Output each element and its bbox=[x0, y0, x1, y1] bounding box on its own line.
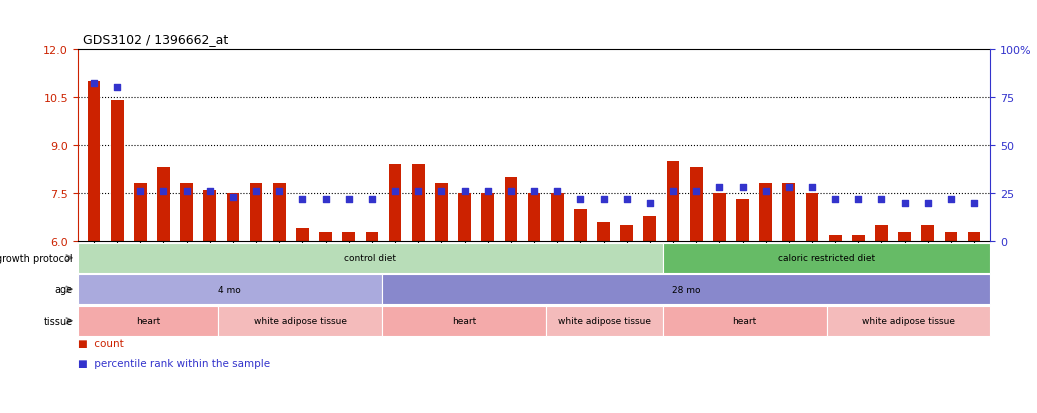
Bar bbox=[481, 194, 494, 242]
Bar bbox=[436, 184, 448, 242]
Bar bbox=[297, 229, 309, 242]
Bar bbox=[759, 184, 772, 242]
Text: heart: heart bbox=[136, 316, 160, 325]
Point bbox=[479, 188, 496, 195]
Point bbox=[225, 194, 242, 201]
Bar bbox=[250, 184, 262, 242]
Text: 4 mo: 4 mo bbox=[219, 285, 242, 294]
Bar bbox=[458, 194, 471, 242]
Bar bbox=[412, 165, 424, 242]
Point bbox=[920, 200, 936, 206]
Point bbox=[387, 188, 403, 195]
Bar bbox=[528, 194, 540, 242]
Point bbox=[804, 185, 820, 191]
Point bbox=[896, 200, 913, 206]
Point bbox=[456, 188, 473, 195]
Bar bbox=[620, 225, 633, 242]
Bar bbox=[389, 165, 401, 242]
Bar bbox=[667, 161, 679, 242]
Bar bbox=[783, 184, 795, 242]
Point bbox=[86, 81, 103, 88]
Bar bbox=[342, 232, 355, 242]
Text: age: age bbox=[55, 285, 73, 294]
Point bbox=[340, 196, 357, 203]
Point bbox=[271, 188, 287, 195]
Text: heart: heart bbox=[732, 316, 757, 325]
Bar bbox=[134, 184, 146, 242]
Bar bbox=[180, 184, 193, 242]
Bar bbox=[875, 225, 888, 242]
Bar bbox=[829, 235, 841, 242]
Bar bbox=[87, 82, 101, 242]
Point bbox=[711, 185, 728, 191]
Point bbox=[943, 196, 959, 203]
Text: growth protocol: growth protocol bbox=[0, 253, 73, 263]
Point bbox=[572, 196, 589, 203]
Point bbox=[873, 196, 890, 203]
Bar bbox=[713, 194, 726, 242]
Text: tissue: tissue bbox=[44, 316, 73, 326]
Bar bbox=[597, 223, 610, 242]
Bar bbox=[551, 194, 563, 242]
Bar bbox=[968, 232, 981, 242]
Text: 28 mo: 28 mo bbox=[672, 285, 700, 294]
Bar bbox=[644, 216, 656, 242]
Point bbox=[965, 200, 982, 206]
Bar bbox=[203, 190, 216, 242]
Point bbox=[433, 188, 450, 195]
Point bbox=[618, 196, 635, 203]
Bar bbox=[505, 178, 517, 242]
Bar bbox=[852, 235, 865, 242]
Text: control diet: control diet bbox=[344, 254, 396, 263]
Point bbox=[549, 188, 565, 195]
Text: GDS3102 / 1396662_at: GDS3102 / 1396662_at bbox=[83, 33, 228, 45]
Text: white adipose tissue: white adipose tissue bbox=[254, 316, 346, 325]
Bar bbox=[806, 194, 818, 242]
Text: heart: heart bbox=[452, 316, 476, 325]
Text: ■  count: ■ count bbox=[78, 338, 123, 348]
Point bbox=[295, 196, 311, 203]
Point bbox=[826, 196, 843, 203]
Bar bbox=[922, 225, 934, 242]
Point bbox=[156, 188, 172, 195]
Bar bbox=[736, 200, 749, 242]
Point bbox=[526, 188, 542, 195]
Point bbox=[734, 185, 751, 191]
Point bbox=[642, 200, 658, 206]
Point bbox=[132, 188, 148, 195]
Point bbox=[248, 188, 264, 195]
Point bbox=[781, 185, 797, 191]
Bar bbox=[319, 232, 332, 242]
Point bbox=[109, 85, 125, 91]
Point bbox=[503, 188, 520, 195]
Point bbox=[201, 188, 218, 195]
Bar bbox=[273, 184, 285, 242]
Point bbox=[757, 188, 774, 195]
Bar bbox=[227, 194, 240, 242]
Bar bbox=[690, 168, 702, 242]
Point bbox=[850, 196, 867, 203]
Point bbox=[688, 188, 704, 195]
Point bbox=[178, 188, 195, 195]
Bar bbox=[574, 210, 587, 242]
Point bbox=[364, 196, 381, 203]
Bar bbox=[898, 232, 912, 242]
Text: white adipose tissue: white adipose tissue bbox=[862, 316, 955, 325]
Text: white adipose tissue: white adipose tissue bbox=[558, 316, 651, 325]
Point bbox=[410, 188, 426, 195]
Point bbox=[595, 196, 612, 203]
Point bbox=[665, 188, 681, 195]
Text: ■  percentile rank within the sample: ■ percentile rank within the sample bbox=[78, 358, 270, 368]
Bar bbox=[111, 101, 123, 242]
Point bbox=[317, 196, 334, 203]
Bar bbox=[366, 232, 379, 242]
Bar bbox=[157, 168, 170, 242]
Text: caloric restricted diet: caloric restricted diet bbox=[778, 254, 875, 263]
Bar bbox=[945, 232, 957, 242]
